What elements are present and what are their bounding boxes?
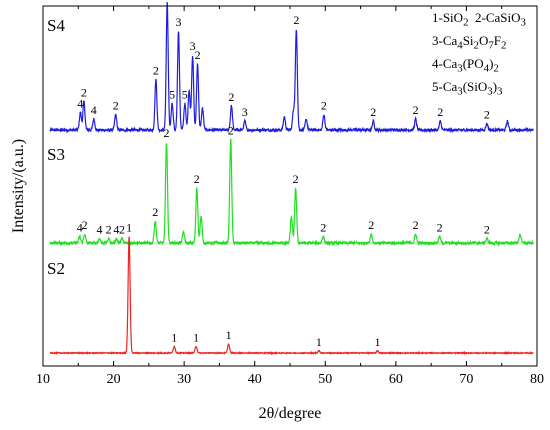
peak-label-layer: 4242225353223222222424242222222222211111… [77, 0, 490, 349]
peak-label-s3-2: 4 [97, 223, 103, 237]
x-tick-label-60: 60 [389, 372, 403, 387]
peak-label-s4-17: 2 [293, 13, 299, 27]
peak-label-s3-0: 4 [77, 220, 83, 234]
peak-label-s3-9: 2 [194, 172, 200, 186]
sample-label-s4: S4 [47, 16, 65, 35]
peak-label-s2-2: 1 [193, 330, 199, 344]
series-line-s2 [49, 236, 534, 356]
peak-label-s4-8: 5 [182, 88, 188, 102]
peak-label-s4-14: 3 [242, 105, 248, 119]
sample-label-s3: S3 [47, 145, 65, 164]
peak-label-s4-20: 2 [370, 105, 376, 119]
sample-label-layer: S4 S3 S2 [47, 16, 65, 278]
peak-label-s3-4: 4 [113, 223, 119, 237]
x-tick-label-10: 10 [36, 372, 50, 387]
peak-label-s4-6: 5 [169, 88, 175, 102]
peak-label-s3-16: 2 [413, 218, 419, 232]
peak-label-s4-22: 2 [437, 105, 443, 119]
peak-label-s4-21: 2 [413, 103, 419, 117]
y-axis-title: Intensity/(a.u.) [10, 139, 27, 233]
peak-label-s3-13: 2 [293, 172, 299, 186]
peak-label-s3-15: 2 [368, 218, 374, 232]
peak-label-s4-13: 2 [228, 90, 234, 104]
peak-label-s3-7: 2 [164, 126, 170, 140]
sample-label-s2: S2 [47, 259, 65, 278]
series-layer [49, 1, 534, 356]
x-tick-label-20: 20 [107, 372, 121, 387]
peak-label-s4-19: 2 [321, 99, 327, 113]
peak-label-s3-11: 2 [228, 124, 234, 138]
legend-entry-casio3: 2-CaSiO3 [474, 10, 526, 29]
series-line-s3 [49, 138, 534, 247]
legend-entry-ca3sio33: 5-Ca3(SiO3)3 [432, 79, 503, 98]
x-tick-label-70: 70 [459, 372, 473, 387]
peak-label-s4-0: 4 [77, 96, 83, 110]
series-line-s4 [49, 1, 534, 134]
peak-label-s3-18: 2 [484, 223, 490, 237]
peak-label-s4-11: 2 [195, 48, 201, 62]
peak-label-s4-1: 2 [81, 85, 87, 99]
x-tick-label-80: 80 [530, 372, 544, 387]
peak-label-s2-5: 1 [375, 335, 381, 349]
peak-label-s3-17: 2 [437, 220, 443, 234]
peak-label-s4-3: 2 [113, 99, 119, 113]
peak-label-s4-7: 3 [176, 15, 182, 29]
legend-entry-ca3po42: 4-Ca3(PO4)2 [432, 56, 499, 75]
peak-label-s3-6: 2 [152, 205, 158, 219]
x-tick-label-30: 30 [177, 372, 191, 387]
peak-label-s2-4: 1 [316, 335, 322, 349]
legend-row-1-2: 1-SiO2 2-CaSiO3 [432, 9, 526, 32]
peak-label-s3-1: 2 [82, 218, 88, 232]
peak-label-s3-5: 2 [119, 223, 125, 237]
peak-label-s3-14: 2 [320, 220, 326, 234]
peak-label-s4-10: 3 [190, 39, 196, 53]
peak-label-s4-23: 2 [484, 107, 490, 121]
x-axis: 10 20 30 40 50 60 70 80 [36, 6, 544, 387]
peak-label-s4-2: 4 [91, 103, 97, 117]
x-axis-title: 2θ/degree [259, 405, 322, 422]
x-tick-label-40: 40 [248, 372, 262, 387]
legend-box: 1-SiO2 2-CaSiO3 3-Ca4Si2O7F2 4-Ca3(PO4)2… [432, 9, 526, 101]
peak-label-s2-1: 1 [171, 330, 177, 344]
peak-label-s2-0: 1 [126, 220, 132, 234]
peak-label-s4-4: 2 [153, 63, 159, 77]
legend-entry-ca4si2o7f2: 3-Ca4Si2O7F2 [432, 33, 507, 52]
legend-entry-sio2: 1-SiO2 [432, 10, 469, 29]
peak-label-s2-3: 1 [226, 328, 232, 342]
peak-label-s3-3: 2 [106, 223, 112, 237]
x-tick-label-50: 50 [318, 372, 332, 387]
